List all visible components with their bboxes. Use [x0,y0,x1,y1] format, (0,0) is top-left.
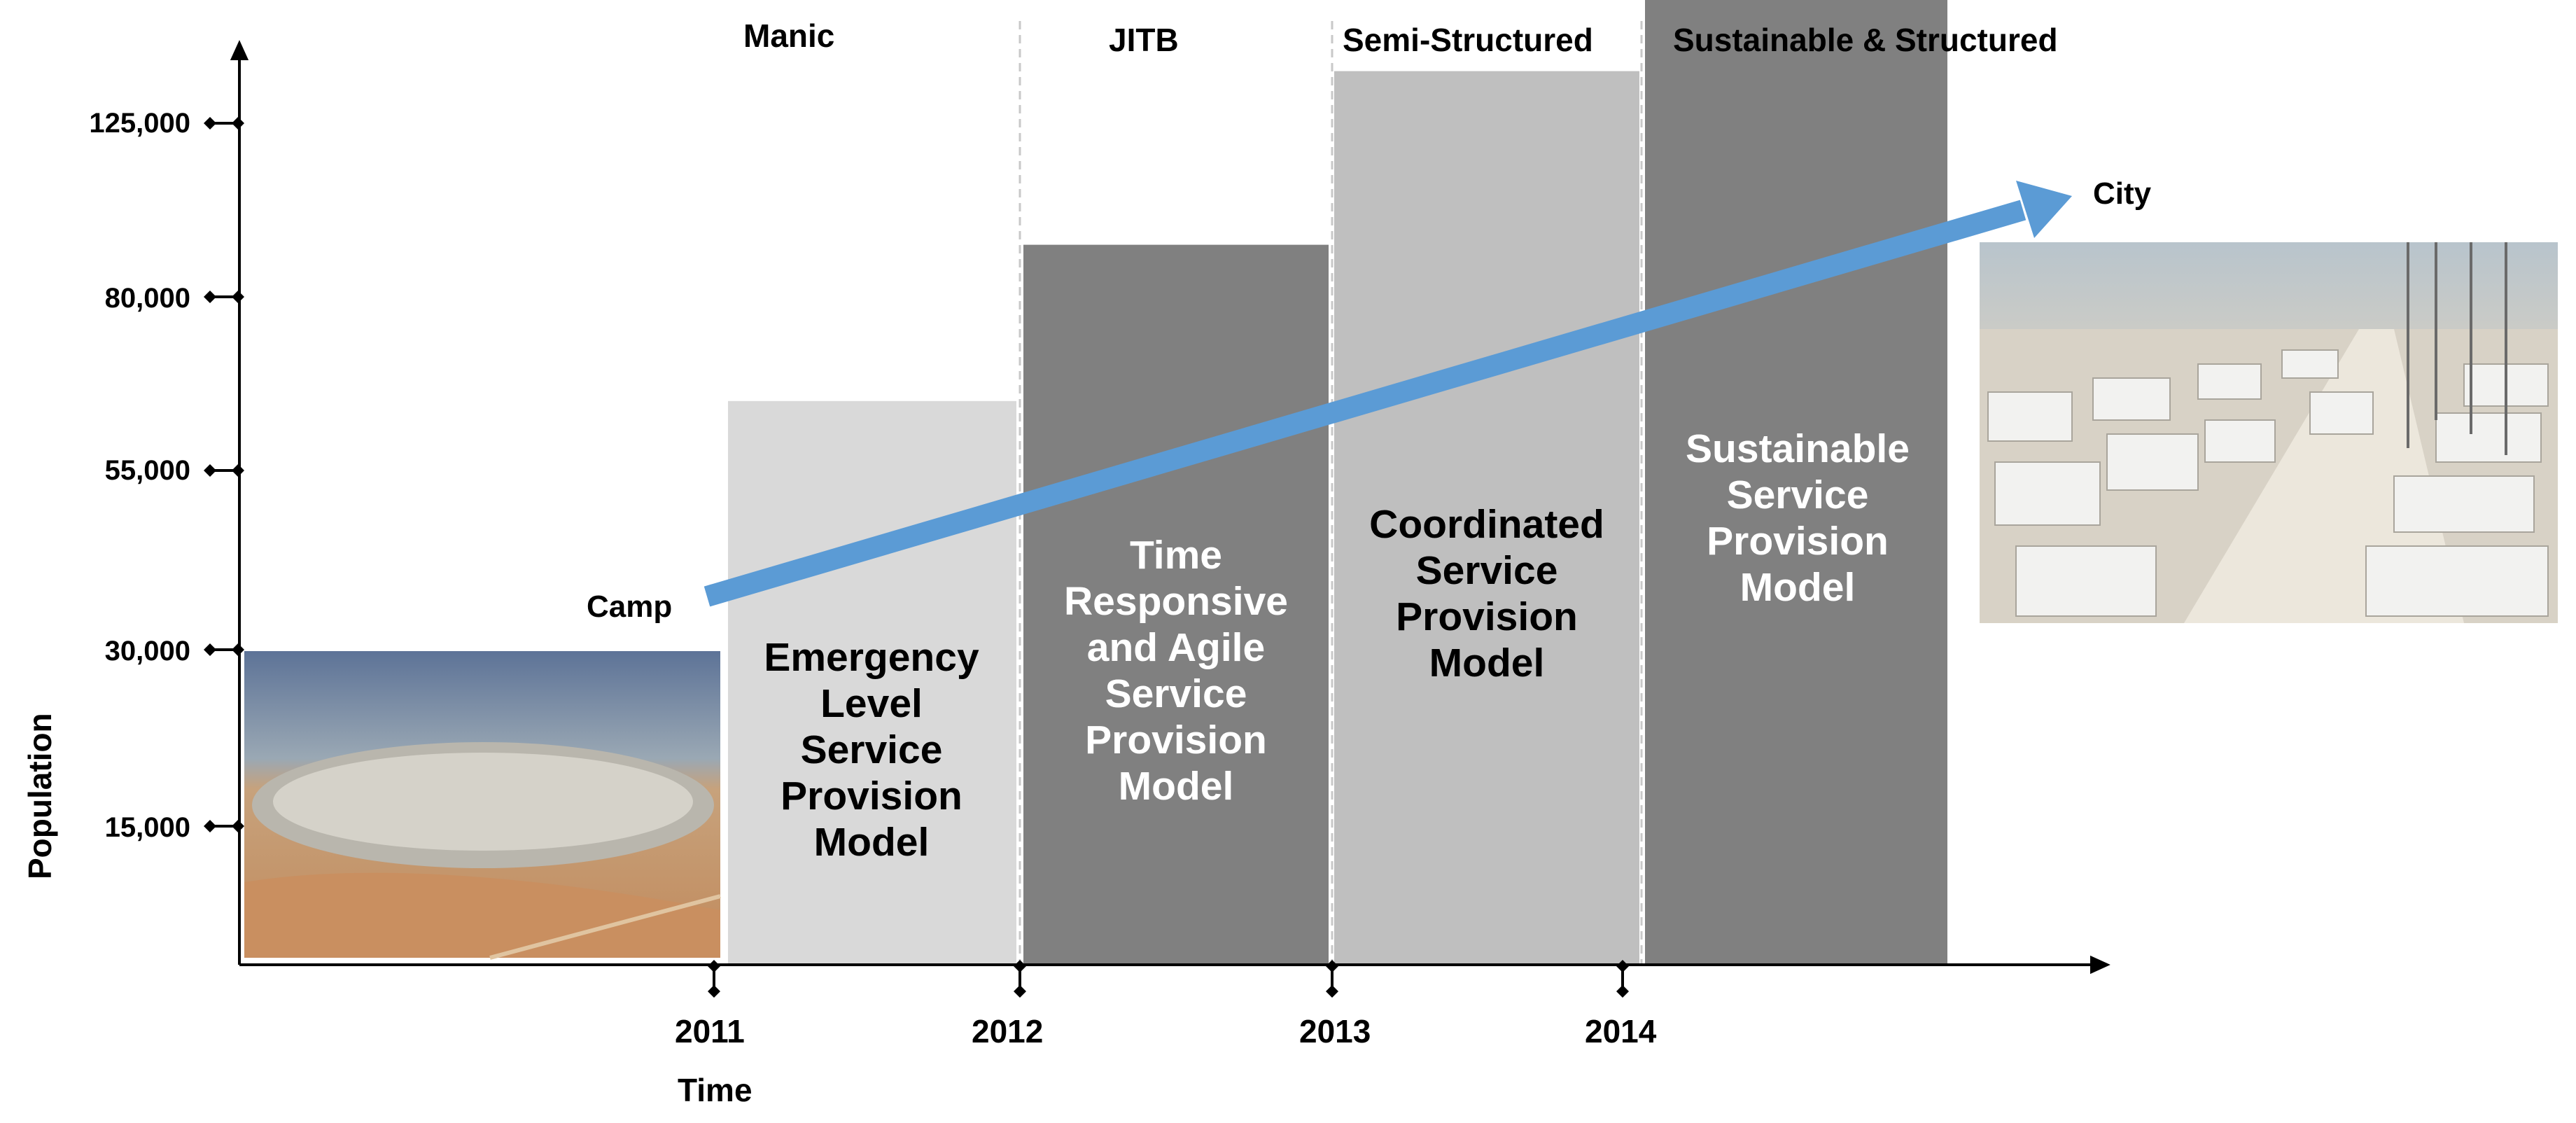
y-tick-mark [204,291,244,303]
bar-0 [728,400,1016,965]
y-tick-mark [204,117,244,130]
phase-label-sustainable: Sustainable & Structured [1673,22,2058,58]
phase-label-semi-structured: Semi-Structured [1343,22,1593,58]
x-tick-mark [1014,960,1026,998]
bar-label-emergency: Emergency Level Service Provision Model [764,635,979,865]
bar-label-time-responsive: Time Responsive and Agile Service Provis… [1064,533,1288,809]
bar-3 [1645,0,1947,965]
x-tick-label: 2011 [675,1013,745,1049]
axes [230,40,2110,975]
y-tick-label: 15,000 [104,812,190,843]
arrow-start-label: Camp [587,590,673,624]
trend-arrow [704,181,2072,607]
x-tick-marks [708,960,1629,998]
bar-2 [1334,71,1639,965]
arrow-end-label: City [2093,176,2152,211]
bars [728,0,1947,965]
y-tick-label: 30,000 [104,636,190,667]
bar-label-sustainable: Sustainable Service Provision Model [1686,426,1910,610]
x-tick-label: 2012 [972,1013,1044,1049]
bar-1 [1023,244,1329,965]
y-axis-title: Population [22,713,58,879]
phase-label-manic: Manic [743,18,835,54]
x-axis-title: Time [678,1072,752,1108]
bar-label-coordinated: Coordinated Service Provision Model [1369,502,1604,685]
y-tick-mark [204,820,244,832]
y-tick-label: 55,000 [104,455,190,486]
phase-label-jitb: JITB [1109,22,1179,58]
y-tick-label: 80,000 [104,283,190,314]
y-tick-marks [204,117,244,832]
y-tick-label: 125,000 [89,108,190,139]
y-tick-mark [204,643,244,656]
x-tick-mark [708,960,720,998]
x-tick-mark [1326,960,1338,998]
y-tick-mark [204,464,244,477]
camp-photo [244,651,721,960]
x-tick-mark [1616,960,1629,998]
city-photo [1980,242,2558,623]
phase-dividers [1018,21,1643,966]
x-tick-label: 2013 [1299,1013,1371,1049]
x-tick-label: 2014 [1585,1013,1657,1049]
